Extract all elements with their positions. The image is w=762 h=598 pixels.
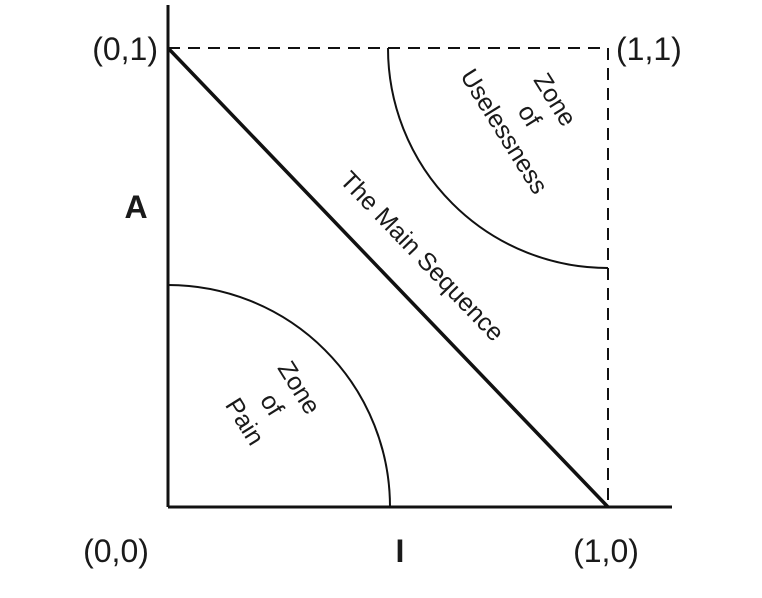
main-sequence-line: [166, 46, 610, 509]
corner-label: (0,0): [83, 533, 149, 569]
uselessness-arc: [387, 47, 609, 269]
x-axis-label: I: [396, 533, 405, 569]
corner-label: (1,1): [616, 31, 682, 67]
corner-label: (1,0): [573, 533, 639, 569]
y-axis-label: A: [124, 189, 147, 225]
corner-label: (0,1): [92, 31, 158, 67]
pain-arc: [167, 284, 391, 508]
